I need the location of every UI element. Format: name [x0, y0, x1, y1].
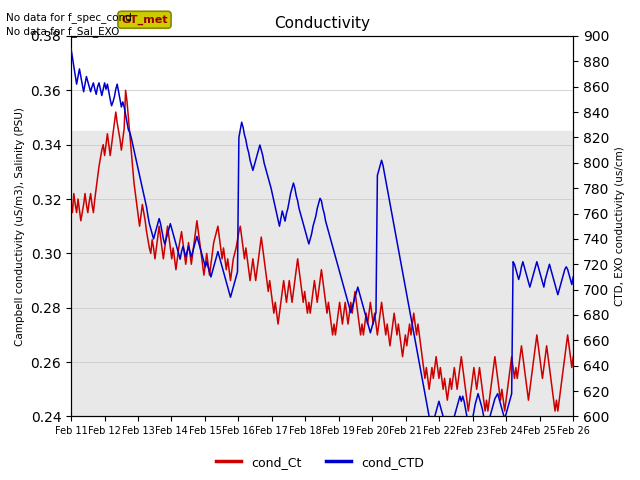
Text: GT_met: GT_met	[121, 14, 168, 25]
Legend: cond_Ct, cond_CTD: cond_Ct, cond_CTD	[211, 451, 429, 474]
Text: No data for f_Sal_EXO: No data for f_Sal_EXO	[6, 26, 120, 37]
Y-axis label: CTD, EXO conductivity (us/cm): CTD, EXO conductivity (us/cm)	[615, 146, 625, 306]
Y-axis label: Campbell conductivity (uS/m3), Salinity (PSU): Campbell conductivity (uS/m3), Salinity …	[15, 107, 25, 346]
Bar	[71, 131, 573, 417]
Title: Conductivity: Conductivity	[274, 16, 370, 31]
Text: No data for f_spec_cond: No data for f_spec_cond	[6, 12, 132, 23]
